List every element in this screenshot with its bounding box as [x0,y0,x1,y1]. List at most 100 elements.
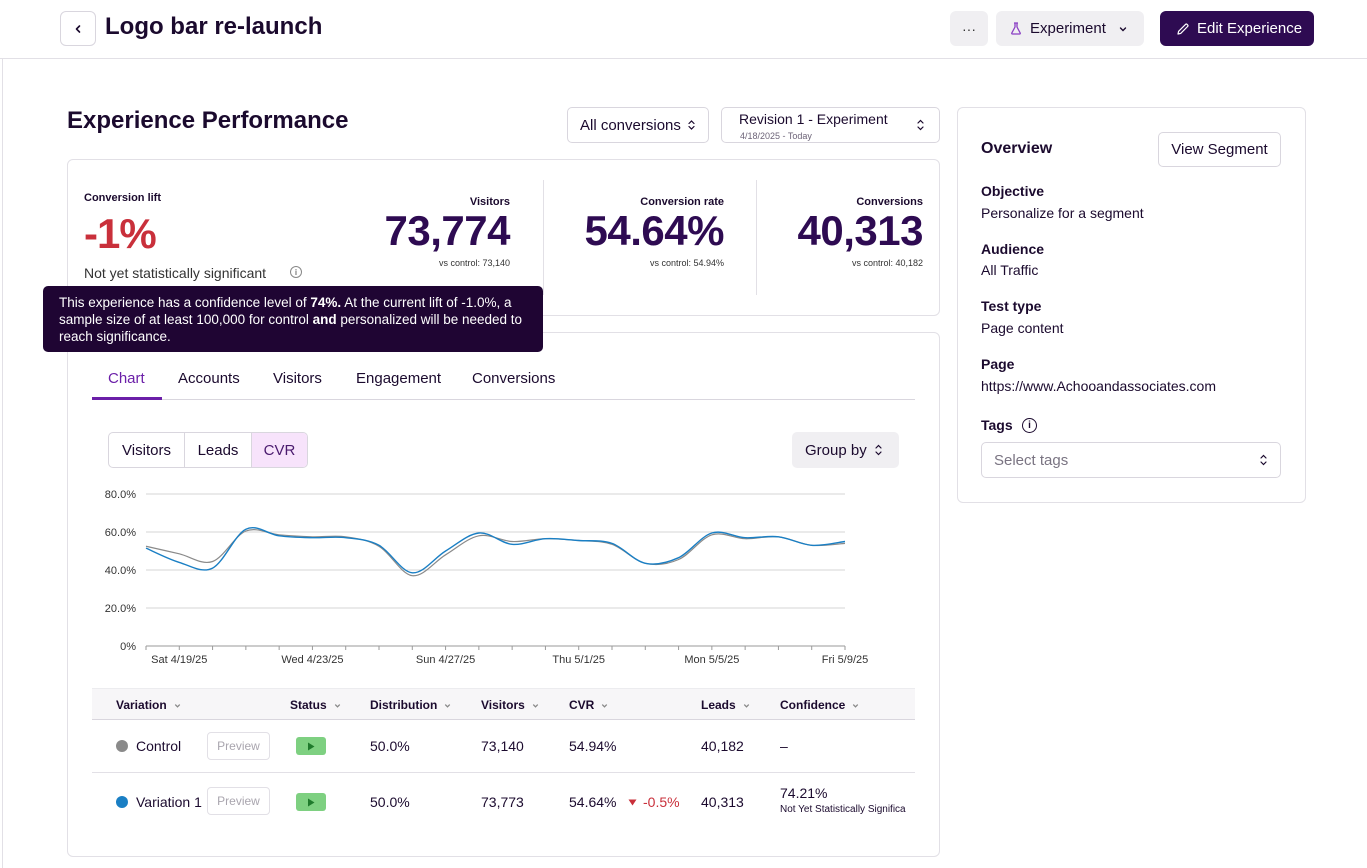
chevron-down-icon [853,703,859,708]
column-header-label: CVR [569,698,595,712]
column-header-label: Status [290,698,327,712]
view-segment-button[interactable]: View Segment [1158,132,1281,167]
back-button[interactable] [60,11,96,46]
y-tick-label: 60.0% [105,527,136,539]
tags-placeholder: Select tags [994,451,1069,469]
conversions-metric-label: Conversions [856,196,923,208]
test-type-label: Test type [981,298,1042,314]
tab-bar: Chart Accounts Visitors Engagement Conve… [92,362,915,400]
conversions-select-value: All conversions [580,116,681,134]
tab-accounts[interactable]: Accounts [178,370,240,387]
play-icon [308,742,315,750]
toggle-cvr[interactable]: CVR [252,433,307,467]
confidence-tooltip: This experience has a confidence level o… [43,286,543,352]
page-title: Logo bar re-launch [105,13,323,40]
experiment-dropdown[interactable]: Experiment [996,11,1144,46]
column-header-status[interactable]: Status [290,698,342,712]
experiment-label: Experiment [1030,20,1106,37]
revision-date-range: 4/18/2025 - Today [740,131,812,141]
status-badge[interactable] [296,793,326,811]
tooltip-text: This experience has a confidence level o… [59,295,311,310]
visitors-metric-label: Visitors [469,196,510,208]
cvr-line-chart: 0% 20.0% 40.0% 60.0% 80.0% Sat 4/19/25 Wed 4/2… [105,489,868,666]
column-header-visitors[interactable]: Visitors [481,698,540,712]
objective-label: Objective [981,183,1045,199]
visitors-metric-value: 73,774 [384,207,511,254]
column-header-cvr[interactable]: CVR [569,698,609,712]
confidence-value: – [780,738,788,754]
flask-icon [1011,22,1021,35]
x-tick-label: Mon 5/5/25 [684,654,739,666]
tab-engagement[interactable]: Engagement [356,370,442,387]
tab-visitors[interactable]: Visitors [273,370,322,387]
series-line-variation-1 [145,527,846,574]
conversions-select[interactable]: All conversions [567,107,709,143]
audience-label: Audience [981,241,1045,257]
updown-chevron-icon [688,120,695,130]
table-header: Variation Status Distribution Visitors C… [92,688,915,720]
column-header-label: Variation [116,698,167,712]
conversion-rate-label: Conversion rate [640,196,724,208]
x-tick-label: Wed 4/23/25 [281,654,343,666]
updown-chevron-icon [917,119,924,131]
significance-note: Not yet statistically significant [84,265,267,281]
info-icon[interactable]: i [1022,418,1037,433]
y-tick-label: 80.0% [105,489,136,501]
objective-value: Personalize for a segment [981,205,1144,221]
column-header-distribution[interactable]: Distribution [370,698,452,712]
overview-card [957,107,1306,503]
x-tick-label: Sat 4/19/25 [151,654,207,666]
leads-value: 40,313 [701,794,744,810]
column-header-label: Visitors [481,698,525,712]
column-header-leads[interactable]: Leads [701,698,751,712]
y-tick-label: 40.0% [105,565,136,577]
column-header-label: Confidence [780,698,846,712]
column-header-label: Leads [701,698,736,712]
preview-button[interactable]: Preview [207,732,270,760]
updown-chevron-icon [1260,454,1267,466]
group-by-label: Group by [805,441,867,459]
page-url: https://www.Achooandassociates.com [981,378,1217,394]
toggle-leads[interactable]: Leads [185,433,252,467]
table-row: Control Preview 50.0% 73,140 54.94% 40,1… [92,720,915,773]
column-header-variation[interactable]: Variation [116,698,182,712]
more-options-button[interactable]: ··· [950,11,988,46]
edit-experience-button[interactable]: Edit Experience [1160,11,1314,46]
tab-chart[interactable]: Chart [108,370,145,387]
edit-experience-label: Edit Experience [1197,20,1303,37]
tooltip-emphasis: and [312,312,337,327]
visitors-value: 73,140 [481,738,524,754]
conversions-vs-control: vs control: 40,182 [851,258,923,269]
leads-value: 40,182 [701,738,744,754]
conversion-lift-value: -1% [84,210,157,257]
status-badge[interactable] [296,737,326,755]
tags-select[interactable]: Select tags [981,442,1281,478]
performance-title: Experience Performance [67,107,349,134]
tab-conversions[interactable]: Conversions [472,370,556,387]
pencil-icon [1177,22,1189,35]
metric-divider [756,180,757,295]
overview-title: Overview [981,140,1053,157]
tooltip-text: At the current lift of -1.0%, a sample s… [59,295,512,327]
info-icon[interactable]: i [290,266,302,278]
updown-chevron-icon [875,444,882,456]
left-divider [2,59,3,868]
distribution-value: 50.0% [370,794,410,810]
conversions-metric-value: 40,313 [797,207,924,254]
audience-value: All Traffic [981,262,1039,278]
revision-select[interactable]: Revision 1 - Experiment 4/18/2025 - Toda… [721,107,940,143]
confidence-note: Not Yet Statistically Significa [780,804,906,815]
test-type-value: Page content [981,320,1064,336]
conversion-lift-label: Conversion lift [84,192,162,204]
visitors-vs-control: vs control: 73,140 [438,258,510,269]
toggle-visitors[interactable]: Visitors [109,433,185,467]
y-tick-label: 20.0% [105,603,136,615]
cvr-value: 54.94% [569,738,617,754]
page-label: Page [981,356,1015,372]
preview-button[interactable]: Preview [207,787,270,815]
group-by-select[interactable]: Group by [792,432,899,468]
variation-name: Control [136,738,182,754]
conversion-rate-metric: Conversion rate 54.64% vs control: 54.94… [584,196,725,268]
column-header-confidence[interactable]: Confidence [780,698,860,712]
conversion-rate-value: 54.64% [584,207,725,254]
